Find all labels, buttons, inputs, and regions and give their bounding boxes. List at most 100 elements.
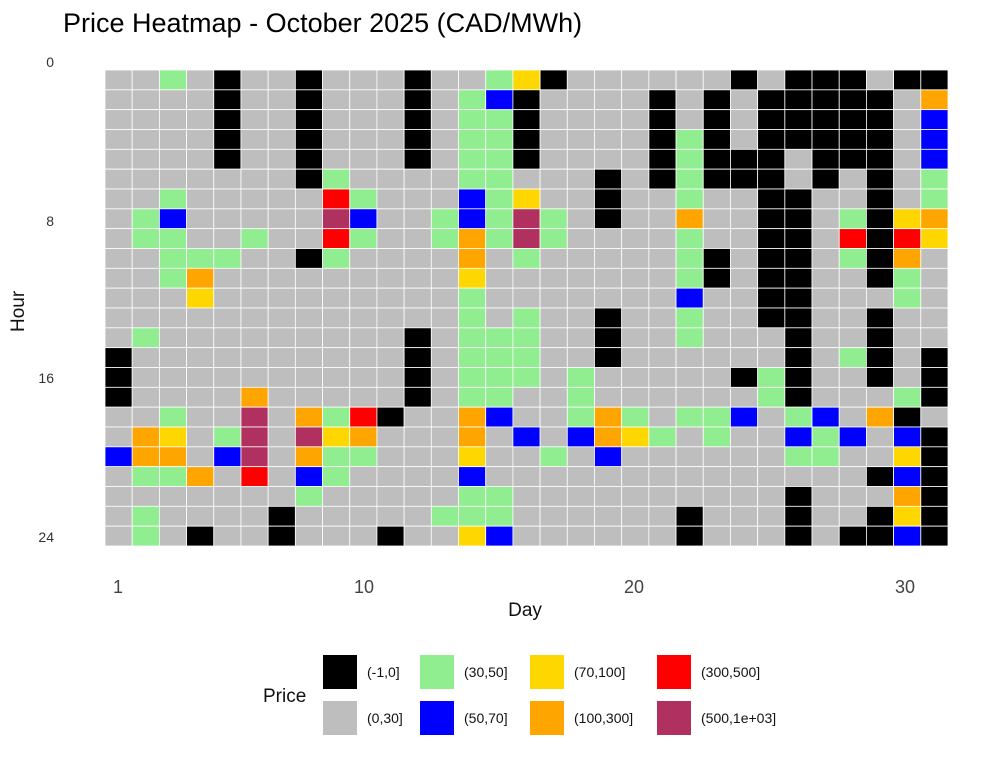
heatmap-cell [811, 347, 840, 368]
heatmap-cell [349, 347, 378, 368]
heatmap-cell [294, 69, 323, 91]
heatmap-cell [322, 327, 351, 349]
heatmap-cell [811, 307, 840, 329]
heatmap-cell [267, 168, 296, 190]
heatmap-cell [430, 466, 459, 487]
heatmap-cell [811, 267, 840, 289]
heatmap-cell [702, 148, 731, 170]
heatmap-cell [648, 466, 677, 487]
heatmap-cell [920, 347, 949, 368]
heatmap-cell [730, 525, 759, 547]
heatmap-cell [294, 89, 323, 111]
heatmap-cell [866, 267, 895, 289]
heatmap-cell [920, 69, 949, 91]
heatmap-cell [104, 89, 133, 111]
heatmap-cell [866, 208, 895, 230]
heatmap-cell [403, 267, 432, 289]
heatmap-cell [512, 426, 541, 448]
heatmap-cell [322, 89, 351, 111]
heatmap-cell [376, 406, 405, 428]
heatmap-cell [186, 168, 215, 190]
heatmap-cell [294, 446, 323, 468]
heatmap-cell [104, 69, 133, 91]
heatmap-cell [267, 248, 296, 269]
heatmap-cell [811, 327, 840, 349]
heatmap-cell [213, 327, 242, 349]
heatmap-cell [294, 505, 323, 527]
heatmap-cell [702, 525, 731, 547]
heatmap-cell [675, 267, 704, 289]
heatmap-cell [104, 287, 133, 309]
heatmap-cell [621, 367, 650, 388]
heatmap-cell [648, 129, 677, 150]
heatmap-cell [675, 486, 704, 507]
heatmap-cell [893, 327, 922, 349]
heatmap-cell [920, 89, 949, 111]
heatmap-cell [539, 505, 568, 527]
heatmap-cell [866, 287, 895, 309]
heatmap-cell [594, 109, 623, 130]
heatmap-cell [811, 69, 840, 91]
heatmap-cell [458, 89, 487, 111]
heatmap-cell [702, 327, 731, 349]
heatmap-cell [376, 129, 405, 150]
heatmap-cell [322, 307, 351, 329]
heatmap-cell [186, 267, 215, 289]
heatmap-cell [158, 248, 187, 269]
heatmap-cell [566, 347, 595, 368]
heatmap-cell [376, 89, 405, 111]
heatmap-cell [893, 386, 922, 408]
heatmap-cell [811, 129, 840, 150]
heatmap-cell [784, 168, 813, 190]
heatmap-cell [893, 148, 922, 170]
heatmap-cell [675, 228, 704, 249]
heatmap-cell [430, 228, 459, 249]
heatmap-cell [267, 466, 296, 487]
heatmap-cell [730, 505, 759, 527]
heatmap-cell [104, 188, 133, 210]
heatmap-cell [757, 228, 786, 249]
heatmap-cell [702, 208, 731, 230]
heatmap-cell [213, 208, 242, 230]
heatmap-cell [621, 89, 650, 111]
heatmap-cell [566, 307, 595, 329]
heatmap-cell [322, 386, 351, 408]
heatmap-cell [213, 347, 242, 368]
heatmap-cell [458, 129, 487, 150]
heatmap-cell [512, 446, 541, 468]
heatmap-cell [866, 446, 895, 468]
heatmap-cell [267, 327, 296, 349]
heatmap-cell [376, 386, 405, 408]
heatmap-cell [920, 367, 949, 388]
heatmap-cell [294, 188, 323, 210]
heatmap-cell [648, 347, 677, 368]
y-tick-label: 8 [46, 213, 54, 229]
heatmap-cell [213, 148, 242, 170]
heatmap-cell [376, 69, 405, 91]
heatmap-cell [675, 327, 704, 349]
heatmap-cell [213, 168, 242, 190]
heatmap-cell [648, 327, 677, 349]
heatmap-cell [702, 89, 731, 111]
heatmap-cell [702, 486, 731, 507]
heatmap-cell [322, 129, 351, 150]
heatmap-cell [648, 426, 677, 448]
heatmap-cell [784, 129, 813, 150]
heatmap-cell [811, 446, 840, 468]
heatmap-cell [539, 228, 568, 249]
heatmap-cell [784, 109, 813, 130]
heatmap-cell [920, 168, 949, 190]
heatmap-cell [430, 248, 459, 269]
heatmap-cell [702, 109, 731, 130]
heatmap-cell [485, 367, 514, 388]
heatmap-cell [430, 267, 459, 289]
heatmap-cell [322, 446, 351, 468]
heatmap-cell [648, 505, 677, 527]
heatmap-cell [294, 486, 323, 507]
heatmap-cell [893, 486, 922, 507]
heatmap-cell [784, 426, 813, 448]
heatmap-cell [539, 525, 568, 547]
heatmap-cell [757, 406, 786, 428]
heatmap-cell [240, 89, 269, 111]
heatmap-cell [784, 386, 813, 408]
